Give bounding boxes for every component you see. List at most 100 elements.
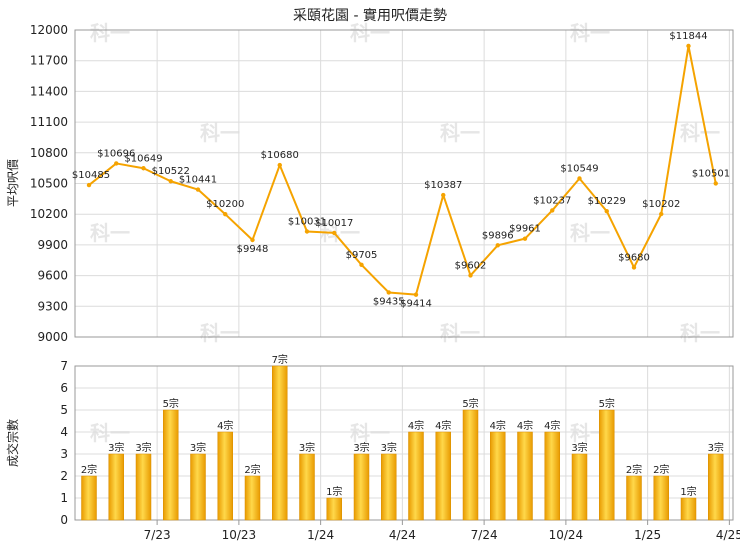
volume-bar-label: 4宗 [517, 419, 533, 432]
price-y-tick-label: 11700 [30, 54, 68, 68]
volume-bar-label: 7宗 [272, 353, 288, 366]
price-point-label: $10200 [206, 199, 244, 210]
volume-bar-label: 3宗 [353, 441, 369, 454]
price-point-label: $10522 [152, 166, 190, 177]
watermark-text: 科一 [680, 321, 720, 345]
x-tick-label: 4/24 [389, 528, 416, 542]
price-point [631, 265, 637, 270]
watermark-text: 科一 [570, 221, 610, 245]
volume-bar [272, 365, 288, 521]
price-panel-frame [74, 29, 734, 338]
watermark-text: 科一 [200, 121, 240, 145]
price-point-label: $10485 [72, 170, 110, 181]
volume-y-tick-label: 1 [60, 491, 68, 505]
volume-bar-label: 3宗 [135, 441, 151, 454]
price-point-label: $10501 [692, 168, 730, 179]
volume-bar [517, 431, 533, 521]
price-y-tick-label: 9300 [37, 299, 68, 313]
price-point [250, 237, 255, 243]
price-point-label: $10387 [424, 180, 462, 191]
volume-bar-label: 4宗 [217, 419, 233, 432]
volume-bar [544, 431, 560, 521]
price-y-tick-label: 9600 [37, 269, 68, 283]
x-tick-label: 7/24 [471, 528, 498, 542]
volume-bar [408, 431, 424, 521]
price-y-tick-label: 10200 [30, 207, 68, 221]
volume-bar-label: 4宗 [490, 419, 506, 432]
price-y-axis-label: 平均呎價 [6, 159, 20, 207]
volume-bar [435, 431, 451, 521]
price-point-label: $9435 [373, 296, 405, 307]
price-point [413, 292, 419, 297]
volume-bar [81, 475, 97, 521]
price-point-label: $9414 [400, 299, 432, 310]
price-y-tick-label: 11400 [30, 84, 68, 98]
price-point [86, 182, 92, 188]
volume-bar [381, 453, 397, 521]
volume-bar [135, 453, 152, 521]
volume-panel-frame [74, 365, 734, 521]
volume-bar-label: 1宗 [680, 485, 696, 498]
volume-bar [244, 475, 261, 521]
price-point-label: $9896 [482, 230, 514, 241]
price-point [659, 211, 664, 217]
volume-bar [708, 453, 724, 521]
volume-bar-label: 2宗 [81, 463, 97, 476]
volume-y-tick-label: 6 [60, 381, 68, 395]
price-y-tick-label: 9900 [37, 238, 68, 252]
volume-y-tick-label: 5 [60, 403, 68, 417]
price-y-tick-label: 9000 [37, 330, 68, 344]
volume-bar [462, 409, 479, 521]
price-point-label: $9602 [455, 260, 487, 271]
watermark-text: 科一 [200, 321, 240, 345]
volume-bar-label: 1宗 [326, 485, 342, 498]
watermark-text: 科一 [570, 21, 610, 45]
volume-bar-label: 5宗 [599, 397, 615, 410]
price-point-label: $10649 [124, 153, 162, 164]
volume-bar-label: 4宗 [408, 419, 424, 432]
volume-bar-label: 2宗 [653, 463, 669, 476]
x-tick-label: 10/23 [222, 528, 257, 542]
price-point-label: $9948 [237, 244, 269, 255]
x-tick-label: 1/24 [307, 528, 334, 542]
price-point [332, 230, 337, 236]
volume-bar [490, 431, 506, 521]
price-point [522, 236, 528, 241]
price-point [223, 212, 228, 217]
volume-y-tick-label: 7 [60, 359, 68, 373]
volume-bar [163, 409, 179, 521]
price-point [604, 209, 609, 214]
price-point-label: $10696 [97, 148, 135, 159]
volume-bar [680, 497, 697, 521]
volume-bar [571, 453, 588, 521]
volume-bar-label: 4宗 [544, 419, 560, 432]
x-tick-label: 7/23 [144, 528, 171, 542]
price-point [195, 187, 201, 192]
watermark-text: 科一 [90, 421, 130, 445]
price-point-label: $10237 [533, 195, 571, 206]
price-point [468, 273, 473, 278]
volume-bar [653, 475, 669, 521]
volume-bar [190, 453, 206, 521]
volume-bar-label: 3宗 [299, 441, 315, 454]
price-point [550, 208, 555, 213]
volume-y-tick-label: 4 [60, 425, 68, 439]
watermark-text: 科一 [350, 21, 390, 45]
price-y-tick-label: 12000 [30, 23, 68, 37]
price-line [88, 44, 717, 296]
price-point [114, 161, 119, 166]
line-series: $10485 $10696$10649 $10522$10441 $10200 $994… [72, 31, 730, 310]
price-point [277, 162, 282, 168]
watermark-text: 科一 [90, 221, 130, 245]
price-y-tick-label: 10800 [30, 146, 68, 160]
price-point-label: $10017 [315, 218, 353, 229]
volume-bar-label: 3宗 [571, 441, 587, 454]
volume-bar [217, 431, 233, 521]
volume-bar-label: 5宗 [462, 397, 478, 410]
volume-y-tick-label: 3 [60, 447, 68, 461]
volume-bar [353, 453, 370, 521]
chart-title: 采頤花園 - 實用呎價走勢 [293, 7, 447, 24]
x-tick-label: 1/25 [634, 528, 661, 542]
